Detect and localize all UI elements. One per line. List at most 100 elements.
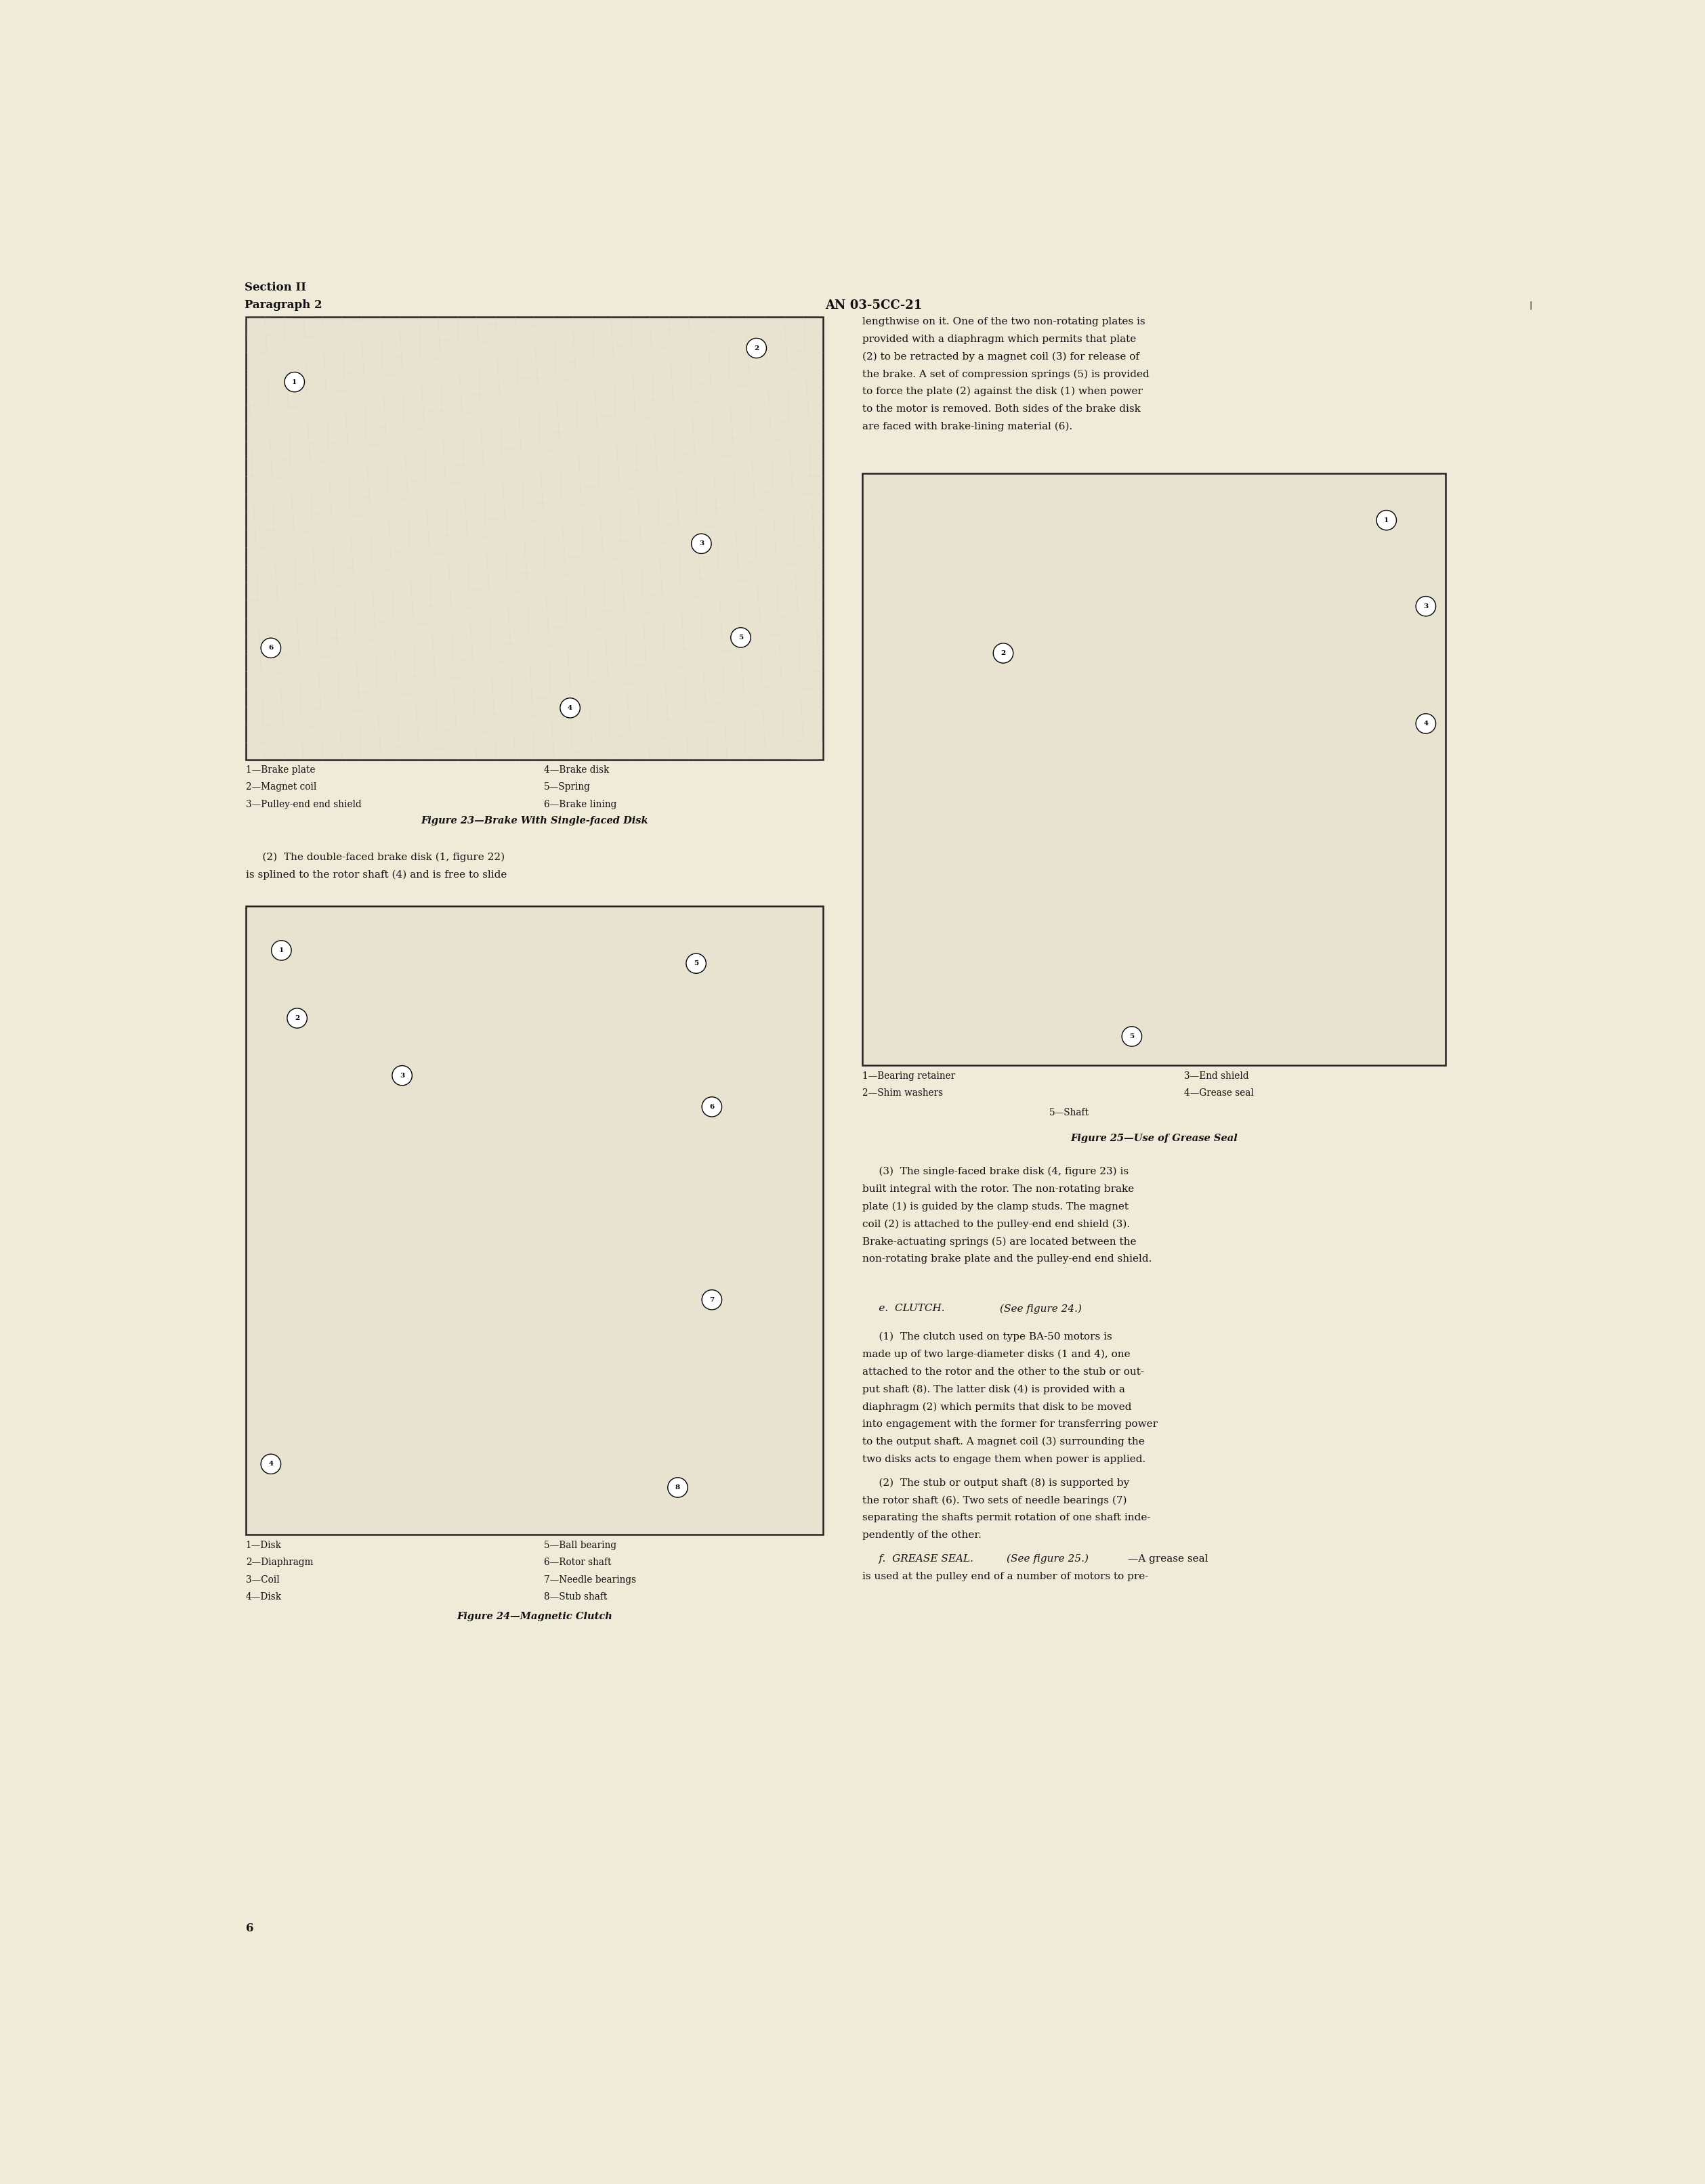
Text: 1: 1	[292, 380, 297, 384]
Text: 4: 4	[268, 1461, 273, 1468]
Text: 4: 4	[568, 705, 573, 712]
Circle shape	[1415, 714, 1436, 734]
Circle shape	[685, 954, 706, 974]
Text: (See figure 25.): (See figure 25.)	[1008, 1555, 1089, 1564]
Text: 1—Disk: 1—Disk	[246, 1540, 281, 1551]
Text: AN 03-5CC-21: AN 03-5CC-21	[825, 299, 922, 312]
Text: (2) to be retracted by a magnet coil (3) for release of: (2) to be retracted by a magnet coil (3)…	[863, 352, 1139, 363]
Text: 4—Grease seal: 4—Grease seal	[1185, 1088, 1253, 1099]
Text: 3: 3	[399, 1072, 404, 1079]
Text: separating the shafts permit rotation of one shaft inde-: separating the shafts permit rotation of…	[863, 1514, 1151, 1522]
Text: 5: 5	[694, 961, 699, 968]
Text: (See figure 24.): (See figure 24.)	[999, 1304, 1081, 1315]
Circle shape	[1122, 1026, 1142, 1046]
Bar	[863, 474, 1446, 1066]
Text: two disks acts to engage them when power is applied.: two disks acts to engage them when power…	[863, 1455, 1146, 1463]
Text: 3: 3	[1424, 603, 1429, 609]
Text: the brake. A set of compression springs (5) is provided: the brake. A set of compression springs …	[863, 369, 1149, 380]
Circle shape	[271, 941, 292, 961]
Circle shape	[668, 1479, 687, 1498]
Text: 5—Shaft: 5—Shaft	[1049, 1107, 1089, 1118]
Text: f.  GREASE SEAL.: f. GREASE SEAL.	[863, 1555, 974, 1564]
Text: Paragraph 2: Paragraph 2	[244, 299, 322, 310]
Text: 3—Pulley-end end shield: 3—Pulley-end end shield	[246, 799, 361, 810]
Text: Brake-actuating springs (5) are located between the: Brake-actuating springs (5) are located …	[863, 1236, 1137, 1247]
Text: 2—Shim washers: 2—Shim washers	[863, 1088, 943, 1099]
Text: 6: 6	[709, 1103, 714, 1109]
Text: put shaft (8). The latter disk (4) is provided with a: put shaft (8). The latter disk (4) is pr…	[863, 1385, 1125, 1393]
Text: 2: 2	[1001, 651, 1006, 655]
Circle shape	[747, 339, 767, 358]
Circle shape	[994, 644, 1013, 664]
Text: 2: 2	[295, 1016, 300, 1022]
Text: —A grease seal: —A grease seal	[1127, 1555, 1207, 1564]
Text: 7—Needle bearings: 7—Needle bearings	[544, 1575, 636, 1586]
Text: Figure 25—Use of Grease Seal: Figure 25—Use of Grease Seal	[1071, 1133, 1238, 1144]
Text: the rotor shaft (6). Two sets of needle bearings (7): the rotor shaft (6). Two sets of needle …	[863, 1496, 1127, 1505]
Text: 7: 7	[709, 1297, 714, 1304]
Text: plate (1) is guided by the clamp studs. The magnet: plate (1) is guided by the clamp studs. …	[863, 1201, 1129, 1212]
Text: 4: 4	[1424, 721, 1429, 727]
Text: |: |	[1529, 301, 1533, 310]
Text: made up of two large-diameter disks (1 and 4), one: made up of two large-diameter disks (1 a…	[863, 1350, 1130, 1358]
Text: 4—Disk: 4—Disk	[246, 1592, 281, 1601]
Circle shape	[261, 1455, 281, 1474]
Bar	[246, 906, 824, 1535]
Text: are faced with brake-lining material (6).: are faced with brake-lining material (6)…	[863, 422, 1072, 432]
Circle shape	[1415, 596, 1436, 616]
Text: into engagement with the former for transferring power: into engagement with the former for tran…	[863, 1420, 1158, 1428]
Text: 2: 2	[754, 345, 759, 352]
Text: 5—Spring: 5—Spring	[544, 782, 590, 793]
Text: 2—Diaphragm: 2—Diaphragm	[246, 1557, 314, 1568]
Circle shape	[561, 699, 580, 719]
Text: 6: 6	[268, 644, 273, 651]
Text: provided with a diaphragm which permits that plate: provided with a diaphragm which permits …	[863, 334, 1136, 343]
Text: is used at the pulley end of a number of motors to pre-: is used at the pulley end of a number of…	[863, 1572, 1149, 1581]
Circle shape	[702, 1096, 721, 1116]
Text: 8—Stub shaft: 8—Stub shaft	[544, 1592, 607, 1601]
Text: built integral with the rotor. The non-rotating brake: built integral with the rotor. The non-r…	[863, 1184, 1134, 1195]
Bar	[246, 317, 824, 760]
Circle shape	[731, 627, 750, 646]
Text: attached to the rotor and the other to the stub or out-: attached to the rotor and the other to t…	[863, 1367, 1144, 1376]
Text: 6—Brake lining: 6—Brake lining	[544, 799, 617, 810]
Text: 5: 5	[1129, 1033, 1134, 1040]
Circle shape	[286, 1009, 307, 1029]
Text: 1—Brake plate: 1—Brake plate	[246, 764, 315, 775]
Circle shape	[1376, 511, 1396, 531]
Text: diaphragm (2) which permits that disk to be moved: diaphragm (2) which permits that disk to…	[863, 1402, 1132, 1411]
Text: Section II: Section II	[244, 282, 307, 293]
Text: Figure 24—Magnetic Clutch: Figure 24—Magnetic Clutch	[457, 1612, 612, 1621]
Text: 4—Brake disk: 4—Brake disk	[544, 764, 609, 775]
Text: 5—Ball bearing: 5—Ball bearing	[544, 1540, 617, 1551]
Text: coil (2) is attached to the pulley-end end shield (3).: coil (2) is attached to the pulley-end e…	[863, 1219, 1130, 1230]
Text: 1: 1	[1384, 518, 1390, 524]
Text: 3—Coil: 3—Coil	[246, 1575, 280, 1586]
Circle shape	[692, 533, 711, 553]
Circle shape	[392, 1066, 413, 1085]
Text: 2—Magnet coil: 2—Magnet coil	[246, 782, 317, 793]
Text: (3)  The single-faced brake disk (4, figure 23) is: (3) The single-faced brake disk (4, figu…	[863, 1166, 1129, 1177]
Text: e.  CLUTCH.: e. CLUTCH.	[863, 1304, 945, 1313]
Text: 6—Rotor shaft: 6—Rotor shaft	[544, 1557, 612, 1568]
Text: 6: 6	[246, 1922, 254, 1935]
Text: to the output shaft. A magnet coil (3) surrounding the: to the output shaft. A magnet coil (3) s…	[863, 1437, 1144, 1446]
Text: Figure 23—Brake With Single-faced Disk: Figure 23—Brake With Single-faced Disk	[421, 817, 648, 826]
Text: non-rotating brake plate and the pulley-end end shield.: non-rotating brake plate and the pulley-…	[863, 1254, 1153, 1265]
Text: (2)  The double-faced brake disk (1, figure 22): (2) The double-faced brake disk (1, figu…	[246, 852, 505, 863]
Text: 5: 5	[738, 636, 743, 640]
Text: lengthwise on it. One of the two non-rotating plates is: lengthwise on it. One of the two non-rot…	[863, 317, 1146, 325]
Text: pendently of the other.: pendently of the other.	[863, 1531, 982, 1540]
Text: is splined to the rotor shaft (4) and is free to slide: is splined to the rotor shaft (4) and is…	[246, 869, 506, 880]
Text: 3—End shield: 3—End shield	[1185, 1072, 1250, 1081]
Text: (2)  The stub or output shaft (8) is supported by: (2) The stub or output shaft (8) is supp…	[863, 1479, 1130, 1487]
Text: 3: 3	[699, 542, 704, 546]
Text: (1)  The clutch used on type BA-50 motors is: (1) The clutch used on type BA-50 motors…	[863, 1332, 1112, 1341]
Text: to force the plate (2) against the disk (1) when power: to force the plate (2) against the disk …	[863, 387, 1142, 397]
Circle shape	[285, 371, 305, 391]
Text: 1—Bearing retainer: 1—Bearing retainer	[863, 1072, 955, 1081]
Text: 1: 1	[280, 948, 283, 954]
Circle shape	[261, 638, 281, 657]
Text: 8: 8	[675, 1485, 680, 1489]
Text: to the motor is removed. Both sides of the brake disk: to the motor is removed. Both sides of t…	[863, 404, 1141, 413]
